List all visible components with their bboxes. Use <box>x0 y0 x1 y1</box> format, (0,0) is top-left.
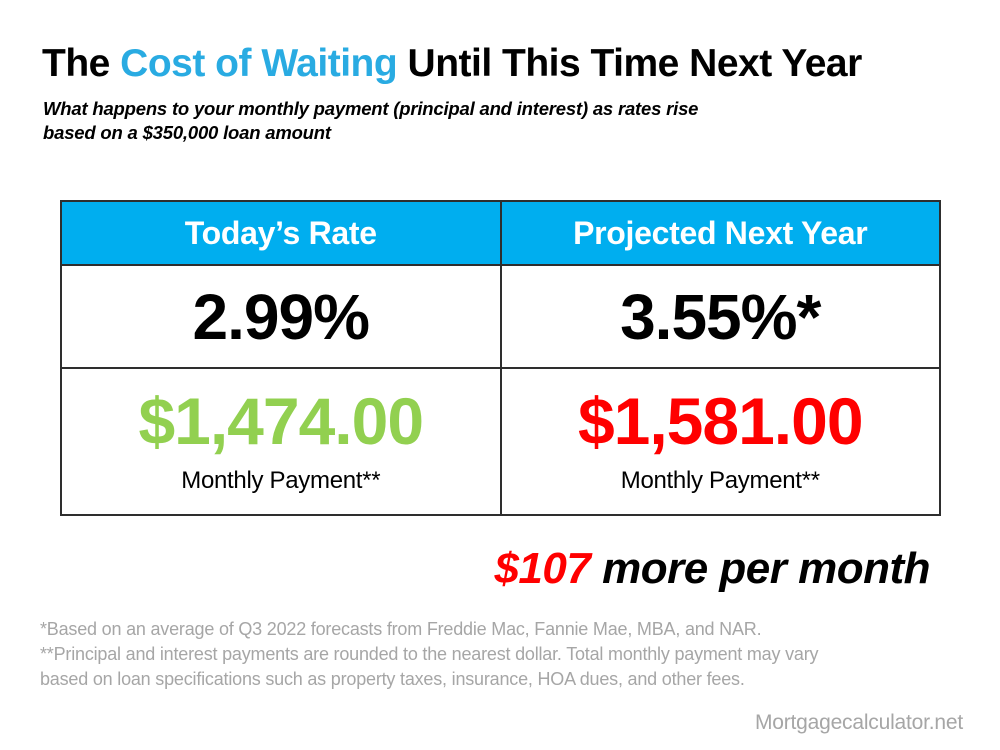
page-title: The Cost of Waiting Until This Time Next… <box>42 42 862 86</box>
column-header-projected-next-year: Projected Next Year <box>499 200 941 266</box>
todays-payment-cell: $1,474.00 Monthly Payment** <box>60 367 502 516</box>
table-header-row: Today’s Rate Projected Next Year <box>60 200 941 266</box>
branding-mortgagecalculator: Mortgagecalculator.net <box>754 711 963 734</box>
footnote-line-3: based on loan specifications such as pro… <box>40 669 745 689</box>
footnote-line-1: *Based on an average of Q3 2022 forecast… <box>40 619 762 639</box>
projected-payment-cell: $1,581.00 Monthly Payment** <box>499 367 941 516</box>
rate-comparison-table: Today’s Rate Projected Next Year 2.99% 3… <box>60 200 941 516</box>
rate-row: 2.99% 3.55%* <box>60 264 941 369</box>
projected-payment-label: Monthly Payment** <box>620 467 820 494</box>
difference-text: more per month <box>590 544 930 593</box>
subtitle: What happens to your monthly payment (pr… <box>43 97 698 145</box>
todays-rate-value: 2.99% <box>60 264 502 369</box>
subtitle-line-2: based on a $350,000 loan amount <box>43 122 331 143</box>
projected-rate-value: 3.55%* <box>499 264 941 369</box>
column-header-todays-rate: Today’s Rate <box>60 200 502 266</box>
projected-payment-value: $1,581.00 <box>577 384 864 458</box>
subtitle-line-1: What happens to your monthly payment (pr… <box>43 98 699 119</box>
todays-payment-label: Monthly Payment** <box>181 467 381 494</box>
footnotes: *Based on an average of Q3 2022 forecast… <box>40 617 819 692</box>
todays-payment-value: $1,474.00 <box>138 384 424 458</box>
title-highlight: Cost of Waiting <box>120 42 398 85</box>
footnote-line-2: **Principal and interest payments are ro… <box>40 644 819 664</box>
payment-row: $1,474.00 Monthly Payment** $1,581.00 Mo… <box>60 367 941 516</box>
title-prefix: The <box>42 42 121 85</box>
monthly-difference-summary: $107 more per month <box>494 544 930 594</box>
title-suffix: Until This Time Next Year <box>397 42 863 85</box>
difference-amount: $107 <box>494 544 591 593</box>
